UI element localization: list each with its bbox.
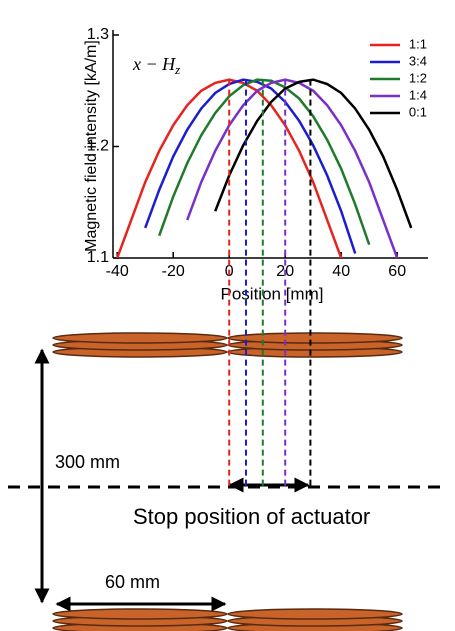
legend-label: 3:4 [409,53,427,68]
stop-label: Stop position of actuator [133,504,370,529]
series-line [186,78,399,258]
annotation: x − Hz [132,54,180,77]
legend-label: 0:1 [409,104,427,119]
coil-disc [227,332,403,344]
series-line [158,78,371,246]
x-tick-label: -20 [162,263,185,280]
distance-label: 300 mm [55,452,120,472]
coil-disc [52,332,228,344]
legend-label: 1:2 [409,70,427,85]
y-tick-label: 1.3 [87,26,109,43]
annotation-sub: z [174,62,180,77]
x-tick-label: -40 [106,263,129,280]
x-axis-label: Position [mm] [221,284,324,303]
series-line [144,78,357,254]
width-label: 60 mm [105,572,160,592]
legend-label: 1:1 [409,36,427,51]
y-axis-label: Magnetic field intensity [kA/m] [83,40,100,252]
legend-label: 1:4 [409,87,427,102]
x-tick-label: 40 [332,263,350,280]
coil-disc [227,608,403,620]
y-tick-label: 1.2 [87,138,109,155]
x-tick-label: 60 [388,263,406,280]
y-tick-label: 1.1 [87,249,109,266]
coil-disc [52,608,228,620]
series-line [214,78,413,229]
coils [52,332,403,631]
annotation-main: x − H [132,54,176,74]
